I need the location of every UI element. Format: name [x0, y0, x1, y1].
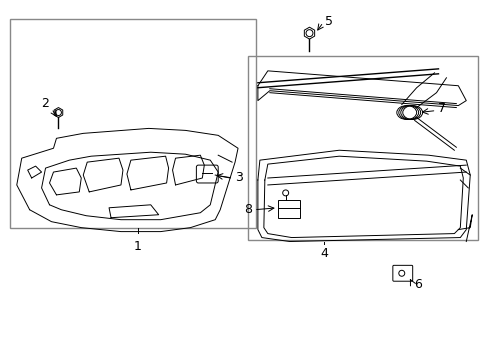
Text: 1: 1 [134, 239, 142, 252]
Bar [277, 200, 299, 218]
Text: 3: 3 [235, 171, 243, 184]
Bar [247, 56, 477, 239]
Text: 8: 8 [244, 203, 251, 216]
Text: 2: 2 [41, 97, 49, 110]
Text: 7: 7 [438, 102, 446, 115]
Text: 6: 6 [413, 278, 421, 291]
Text: 5: 5 [325, 15, 333, 28]
Text: 4: 4 [320, 247, 327, 261]
Bar [10, 19, 255, 228]
